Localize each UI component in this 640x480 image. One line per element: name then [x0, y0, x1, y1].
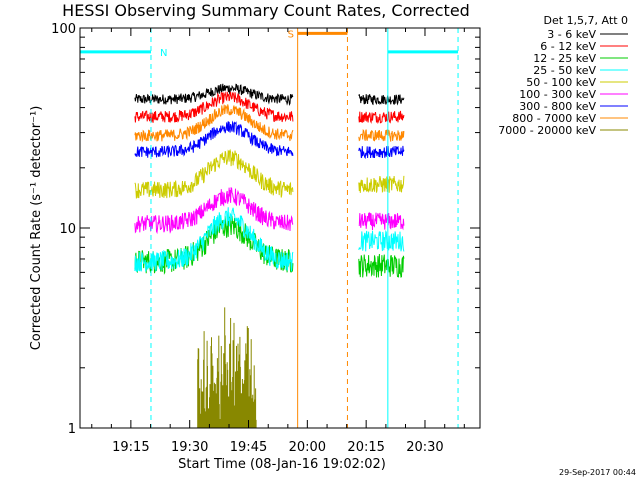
series-trace: [134, 148, 405, 199]
legend-entry-label: 3 - 6 keV: [547, 28, 596, 41]
legend-entry-label: 12 - 25 keV: [533, 52, 596, 65]
series-trace: [134, 91, 405, 125]
legend-entry-label: 300 - 800 keV: [519, 100, 596, 113]
series-segment: [358, 145, 405, 160]
series-segment: [134, 104, 294, 143]
x-axis-label: Start Time (08-Jan-16 19:02:02): [178, 457, 386, 472]
series-segment: [134, 120, 294, 158]
flag-label: N: [160, 48, 167, 59]
y-tick-label: 100: [51, 22, 76, 37]
series-trace: [134, 104, 405, 143]
series-segment: [358, 229, 405, 252]
flag-label: S: [288, 29, 294, 40]
x-tick-label: 19:30: [171, 440, 208, 455]
legend-entry-label: 50 - 100 keV: [526, 76, 596, 89]
series-trace: [197, 307, 257, 428]
series-segment: [134, 91, 294, 124]
y-tick-label: 10: [59, 222, 76, 237]
series-trace: [134, 187, 405, 235]
x-tick-label: 20:30: [406, 440, 443, 455]
chart-title: HESSI Observing Summary Count Rates, Cor…: [62, 1, 470, 20]
legend-entry-label: 25 - 50 keV: [533, 64, 596, 77]
y-axis-label: Corrected Count Rate (s⁻¹ detector⁻¹): [29, 106, 44, 351]
x-axis: 19:15 19:30 19:45 20:00 20:15 20:30: [91, 28, 465, 455]
series-segment: [358, 94, 405, 106]
series-trace: [134, 207, 405, 272]
legend-entry-label: 100 - 300 keV: [519, 88, 596, 101]
legend-entry-label: 7000 - 20000 keV: [498, 124, 596, 137]
x-tick-label: 20:15: [347, 440, 384, 455]
legend-entry-label: 800 - 7000 keV: [512, 112, 596, 125]
series-segment: [134, 207, 294, 272]
series-segment: [358, 253, 405, 278]
legend-entry-label: 6 - 12 keV: [540, 40, 596, 53]
series-segment: [134, 83, 294, 107]
x-tick-label: 19:45: [230, 440, 267, 455]
x-tick-label: 19:15: [112, 440, 149, 455]
series-trace: [134, 83, 405, 107]
series-segment: [197, 307, 257, 428]
plot-area: NS: [79, 28, 459, 428]
series-segment: [358, 110, 405, 125]
x-tick-label: 20:00: [289, 440, 326, 455]
legend-title: Det 1,5,7, Att 0: [544, 14, 628, 27]
series-segment: [358, 175, 405, 194]
series-segment: [358, 211, 405, 231]
series-segment: [134, 187, 294, 235]
series-segment: [134, 148, 294, 199]
y-tick-label: 1: [68, 422, 76, 437]
series-segment: [358, 129, 405, 142]
y-axis: 1 10 100: [51, 22, 480, 437]
series-trace: [134, 120, 405, 160]
timestamp: 29-Sep-2017 00:44: [559, 468, 636, 477]
